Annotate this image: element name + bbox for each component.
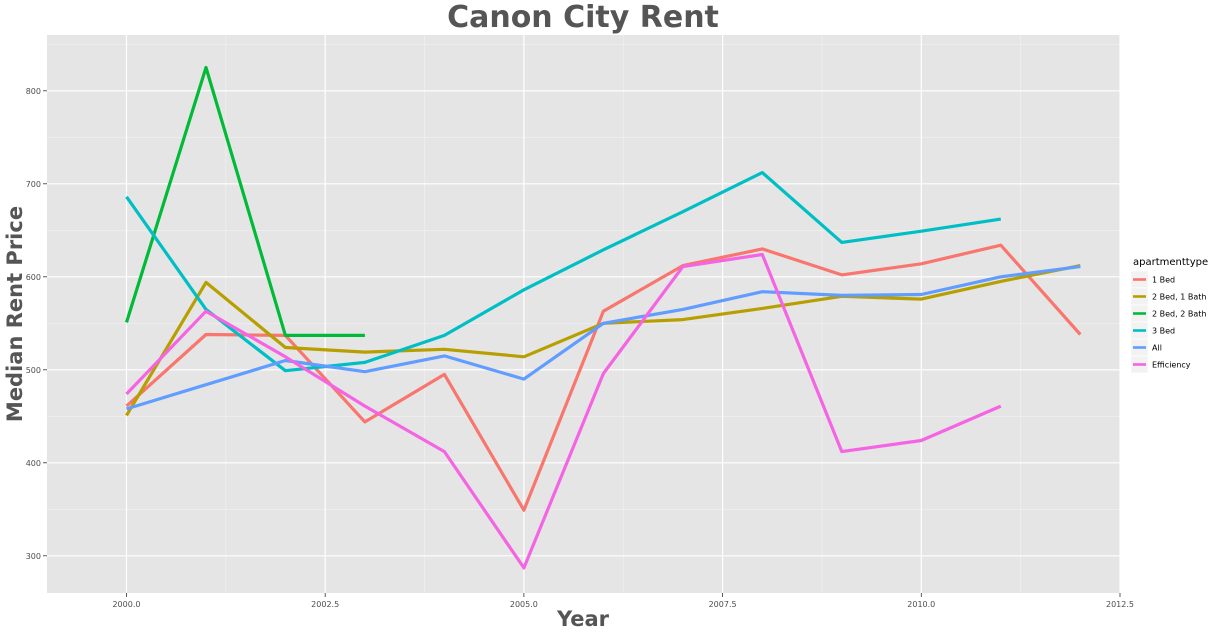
series-line-efficiency xyxy=(125,252,1002,570)
x-axis-ticks: 2000.0 2002.5 2005.0 2007.5 2010.0 2012.5 xyxy=(112,593,1134,609)
y-tick-label: 700 xyxy=(26,180,41,189)
y-tick-label: 500 xyxy=(26,366,41,375)
legend-label-2-bed-1-bath: 2 Bed, 1 Bath xyxy=(1152,293,1206,302)
legend-label-2-bed-2-bath: 2 Bed, 2 Bath xyxy=(1152,310,1206,319)
legend-items: 1 Bed 2 Bed, 1 Bath 2 Bed, 2 Bath 3 Bed All E… xyxy=(1130,270,1206,374)
y-tick-label: 400 xyxy=(26,459,41,468)
y-tick-label: 600 xyxy=(26,273,41,282)
x-tick-label: 2000.0 xyxy=(112,600,140,609)
series-line-3-bed xyxy=(125,171,1002,373)
x-tick-label: 2005.0 xyxy=(510,600,538,609)
y-tick-label: 300 xyxy=(26,552,41,561)
x-tick-label: 2007.5 xyxy=(709,600,737,609)
legend: apartmenttype 1 Bed 2 Bed, 1 Bath 2 Bed, 2… xyxy=(1130,257,1208,374)
series-line-2-bed-2-bath xyxy=(124,65,365,337)
series-lines xyxy=(124,65,1082,570)
legend-label-efficiency: Efficiency xyxy=(1152,361,1191,370)
y-tick-label: 800 xyxy=(26,87,41,96)
legend-title: apartmenttype xyxy=(1133,257,1208,268)
x-tick-label: 2012.5 xyxy=(1106,600,1134,609)
series-line-all xyxy=(126,265,1081,411)
legend-label-1-bed: 1 Bed xyxy=(1152,276,1175,285)
legend-label-all: All xyxy=(1152,344,1162,353)
x-axis-title: Year xyxy=(556,607,610,631)
legend-label-3-bed: 3 Bed xyxy=(1152,327,1175,336)
y-axis-title: Median Rent Price xyxy=(3,206,27,422)
chart-title: Canon City Rent xyxy=(447,0,719,35)
x-tick-label: 2010.0 xyxy=(907,600,935,609)
y-axis-ticks: 300 400 500 600 700 800 xyxy=(26,87,47,561)
x-tick-label: 2002.5 xyxy=(311,600,339,609)
